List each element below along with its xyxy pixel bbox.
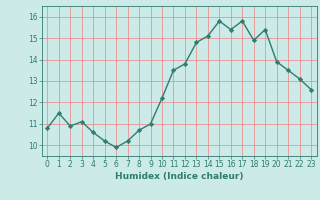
X-axis label: Humidex (Indice chaleur): Humidex (Indice chaleur)	[115, 172, 244, 181]
